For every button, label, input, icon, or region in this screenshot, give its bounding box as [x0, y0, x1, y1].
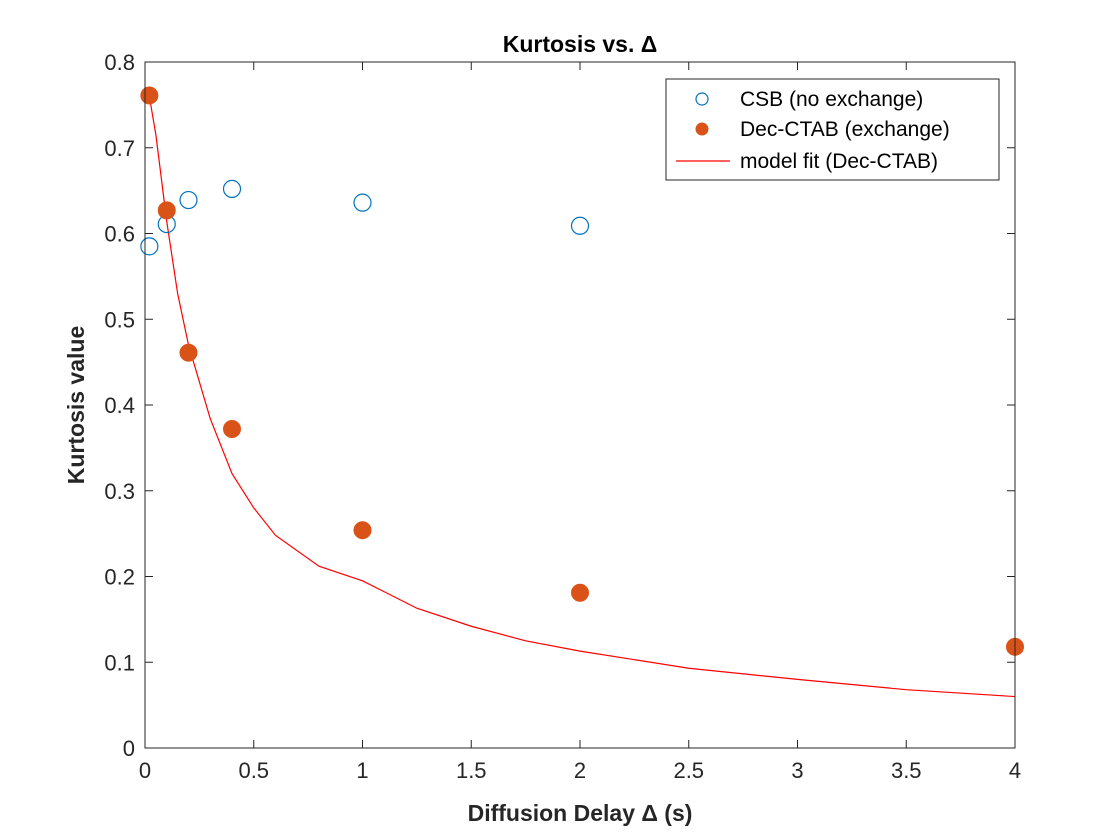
csb-point — [222, 179, 242, 199]
legend-marker-csb — [695, 92, 709, 106]
x-tick-label: 2.5 — [673, 758, 704, 783]
model-fit-line — [148, 96, 1016, 698]
x-axis-ticks: 0 0.5 1 1.5 2 2.5 3 3.5 4 — [139, 62, 1021, 783]
legend: CSB (no exchange) Dec-CTAB (exchange) mo… — [665, 78, 1000, 181]
y-tick-label: 0.4 — [104, 393, 135, 418]
y-axis-label: Kurtosis value — [63, 326, 89, 485]
csb-point — [179, 190, 198, 210]
dec-ctab-point — [140, 86, 159, 105]
y-tick-label: 0.3 — [104, 479, 135, 504]
y-tick-label: 0.7 — [104, 136, 135, 161]
y-axis-ticks: 0 0.1 0.2 0.3 0.4 0.5 0.6 0.7 0.8 — [104, 50, 1015, 761]
y-tick-label: 0.6 — [104, 222, 135, 247]
csb-point — [140, 237, 159, 256]
dec-ctab-point — [353, 521, 372, 540]
x-axis-label: Diffusion Delay Δ (s) — [468, 800, 693, 826]
y-tick-label: 0.5 — [104, 307, 135, 332]
x-tick-label: 3.5 — [891, 758, 922, 783]
x-tick-label: 2 — [574, 758, 586, 783]
x-tick-label: 1.5 — [456, 758, 487, 783]
series-model-fit — [148, 96, 1016, 698]
dec-ctab-point — [179, 343, 198, 362]
x-tick-label: 4 — [1009, 758, 1021, 783]
legend-label-dec-ctab: Dec-CTAB (exchange) — [740, 118, 950, 141]
dec-ctab-point — [157, 201, 176, 220]
y-tick-label: 0 — [123, 736, 135, 761]
dec-ctab-point — [571, 583, 589, 602]
x-tick-label: 0.5 — [238, 758, 269, 783]
csb-point — [353, 193, 372, 212]
x-tick-label: 1 — [356, 758, 368, 783]
dec-ctab-point — [223, 420, 241, 439]
x-tick-label: 0 — [139, 758, 151, 783]
legend-label-csb: CSB (no exchange) — [740, 88, 923, 111]
chart-title: Kurtosis vs. Δ — [503, 31, 658, 57]
y-tick-label: 0.8 — [104, 50, 135, 75]
x-tick-label: 3 — [791, 758, 803, 783]
y-tick-label: 0.1 — [104, 650, 135, 675]
legend-label-model-fit: model fit (Dec-CTAB) — [740, 150, 938, 173]
legend-box — [665, 78, 1000, 181]
csb-point — [570, 216, 590, 235]
y-tick-label: 0.2 — [104, 565, 135, 590]
legend-marker-dec-ctab — [695, 122, 709, 136]
